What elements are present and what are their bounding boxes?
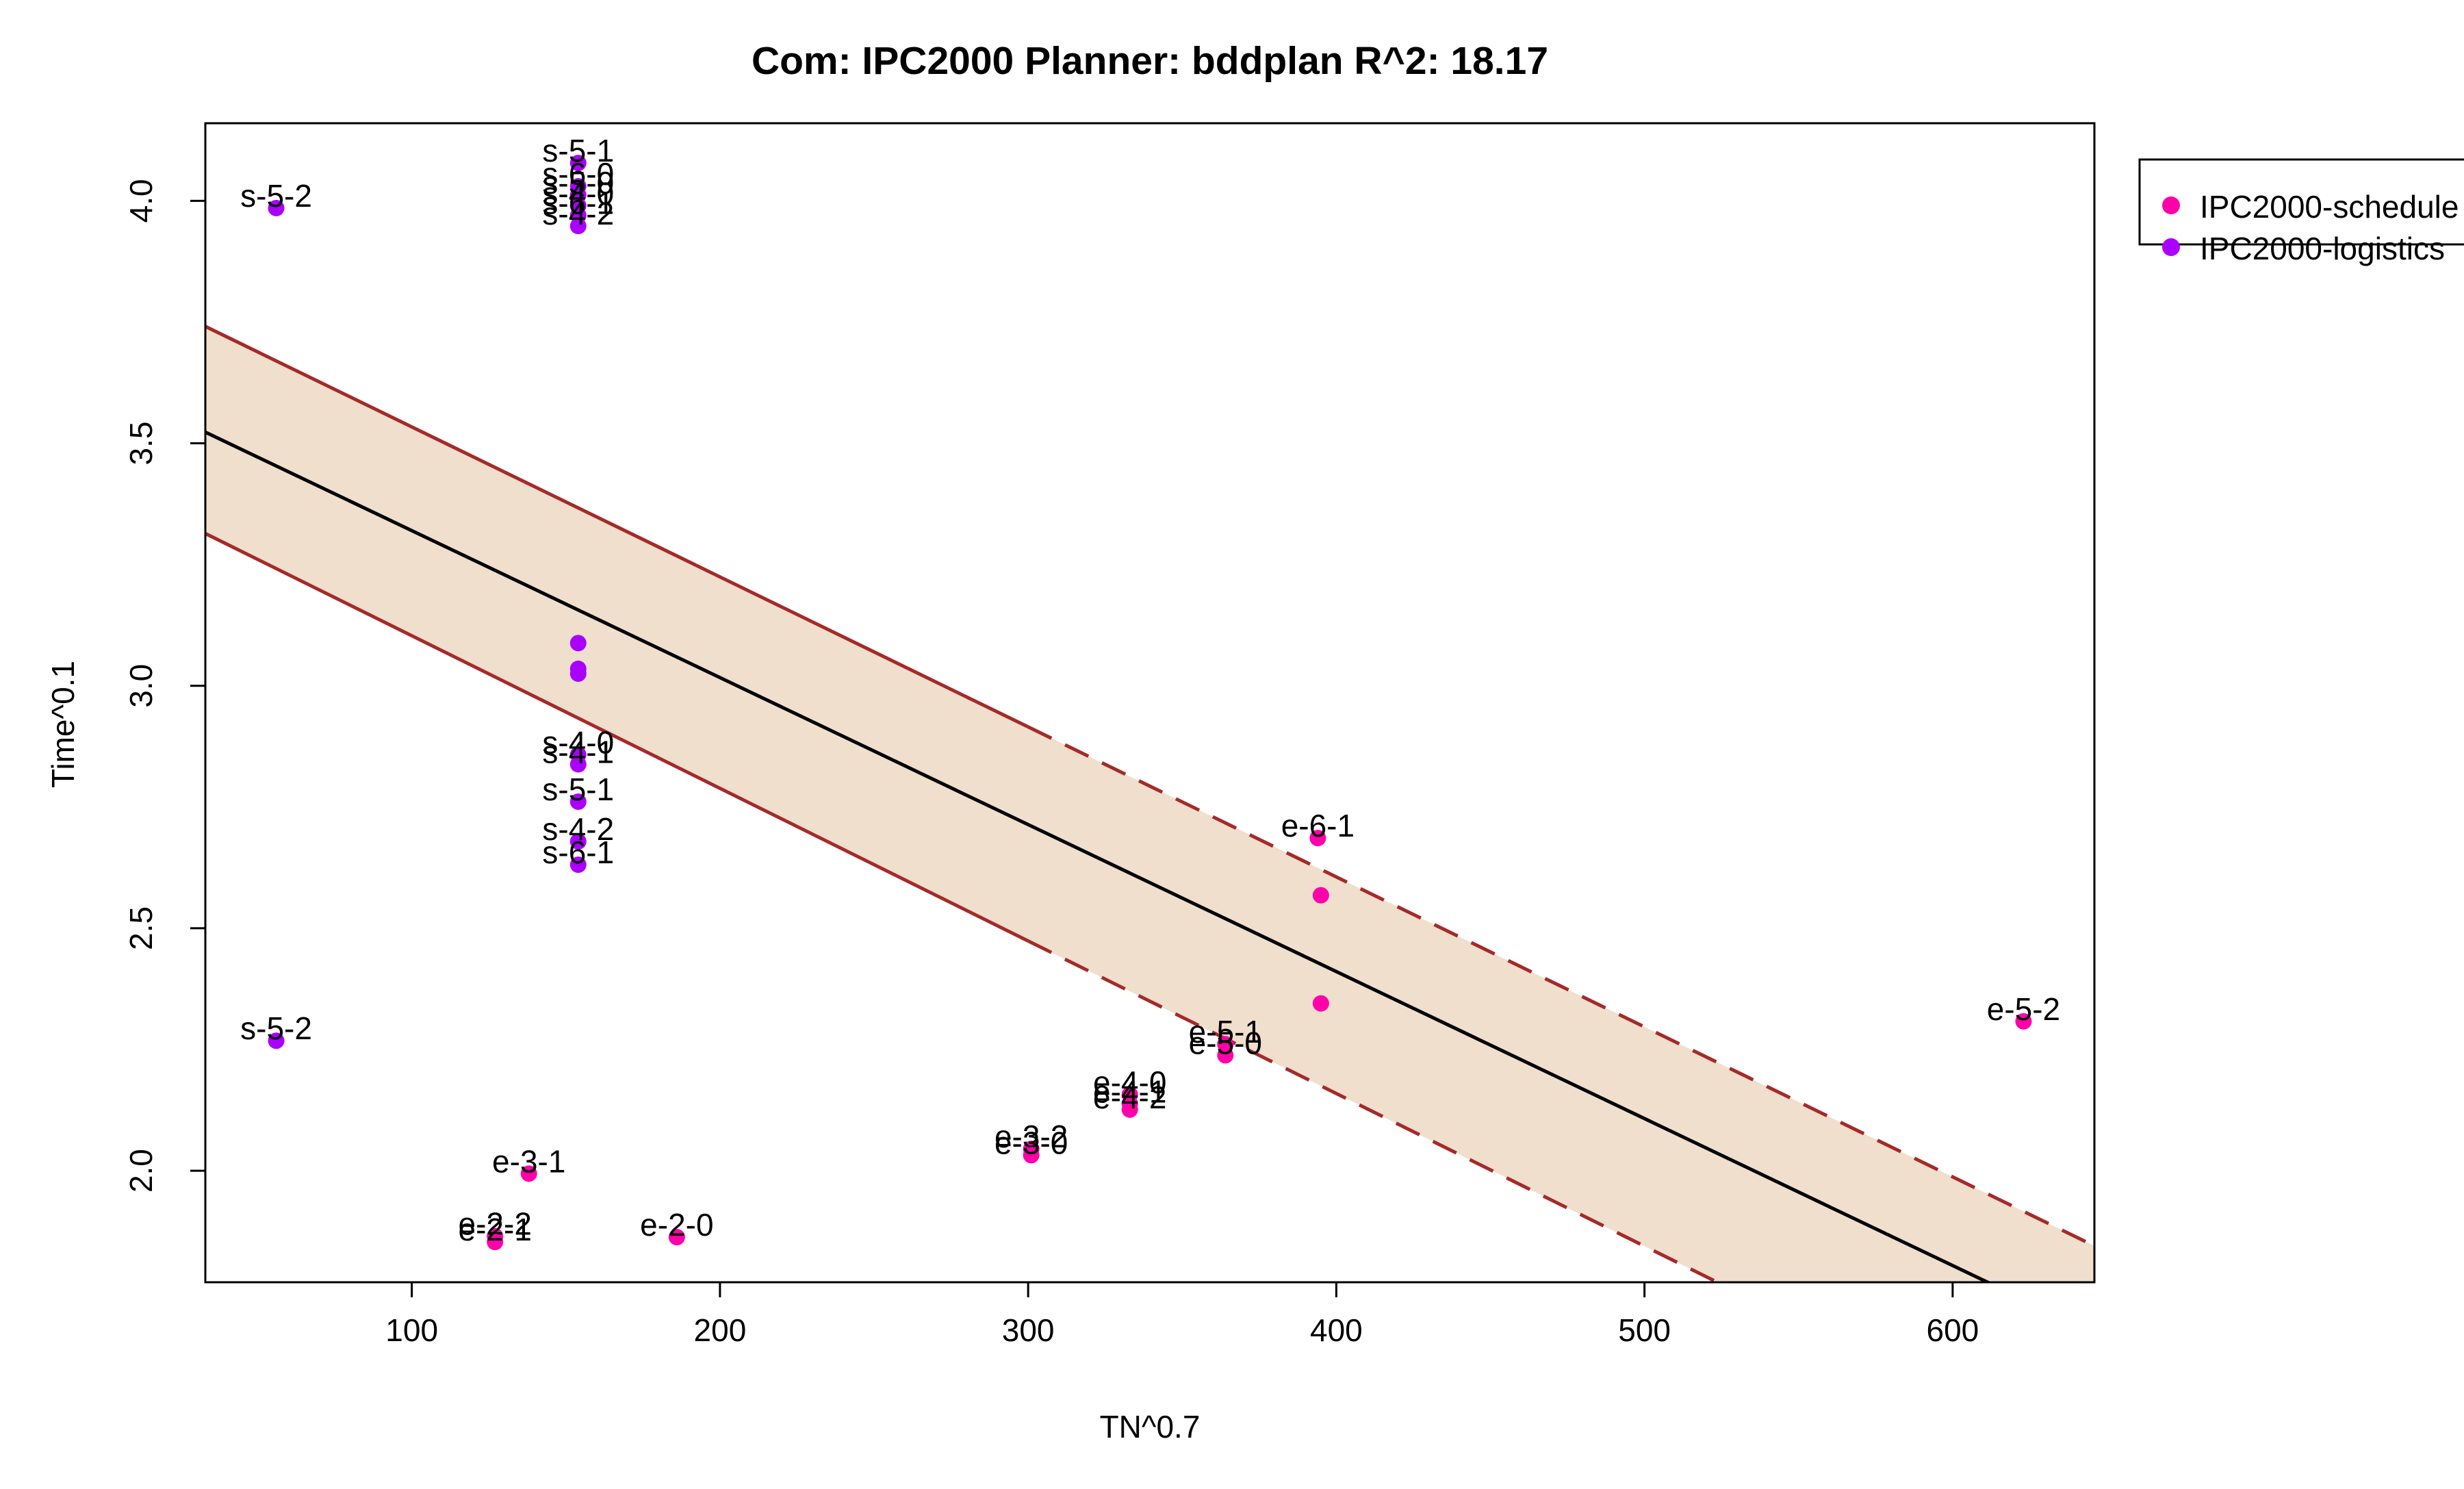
data-point — [1023, 1147, 1040, 1164]
point-label: e-4-0 — [1093, 1065, 1166, 1100]
y-tick-label: 2.5 — [123, 906, 159, 950]
regression-line — [205, 430, 1992, 1282]
legend-marker-logistics — [2162, 238, 2180, 256]
data-point — [668, 1229, 685, 1246]
point-label: s-4-1 — [542, 734, 614, 769]
data-point — [569, 833, 587, 850]
x-tick-label: 400 — [1310, 1312, 1363, 1348]
series-0: e-6-1e-5-2e-5-1e-5-0e-4-0e-4-1e-4-2e-3-2… — [459, 808, 2060, 1251]
x-tick-label: 600 — [1927, 1312, 1979, 1348]
y-tick-label: 4.0 — [123, 179, 159, 222]
point-label: e-2-1 — [459, 1212, 532, 1247]
x-axis-label: TN^0.7 — [1100, 1409, 1201, 1445]
data-point — [520, 1165, 537, 1182]
point-label: s-5-2 — [240, 1010, 312, 1046]
y-tick-label: 3.0 — [123, 664, 159, 708]
data-point — [569, 665, 587, 682]
x-tick-label: 100 — [385, 1312, 438, 1348]
x-tick-label: 500 — [1618, 1312, 1671, 1348]
data-point — [569, 756, 587, 773]
point-label: e-2-0 — [640, 1207, 713, 1243]
point-label: e-3-1 — [492, 1143, 565, 1179]
point-label: s-6-1 — [542, 186, 614, 221]
y-axis-label: Time^0.1 — [45, 661, 81, 788]
data-point — [569, 155, 587, 172]
point-label: s-5-2 — [240, 178, 312, 214]
point-label: s-4-2 — [542, 196, 614, 231]
data-point — [487, 1234, 504, 1251]
point-label: s-4-0 — [542, 175, 614, 211]
data-point — [1312, 995, 1329, 1012]
point-label: e-3-0 — [994, 1125, 1068, 1160]
data-point — [1121, 1101, 1138, 1118]
chart-title: Com: IPC2000 Planner: bddplan R^2: 18.17 — [752, 39, 1548, 83]
point-label: e-4-2 — [1093, 1080, 1166, 1115]
data-point — [569, 793, 587, 811]
data-point — [569, 218, 587, 235]
data-point — [268, 1032, 285, 1049]
band-upper-dashed-line — [1027, 725, 2094, 1248]
data-point — [569, 635, 587, 652]
data-point — [1217, 1047, 1234, 1064]
legend-marker-schedule — [2162, 196, 2180, 214]
confidence-band — [205, 326, 2094, 1282]
point-label: e-5-2 — [1987, 991, 2060, 1027]
point-label: s-4-2 — [542, 811, 614, 847]
data-point — [1312, 887, 1329, 904]
x-tick-label: 300 — [1002, 1312, 1055, 1348]
point-label: s-5-1 — [542, 772, 614, 807]
x-tick-label: 200 — [694, 1312, 747, 1348]
legend-label-logistics: IPC2000-logistics — [2200, 231, 2445, 266]
band-upper-solid-line — [205, 324, 1029, 729]
point-label: e-6-1 — [1281, 808, 1355, 843]
series-1: s-5-1s-6-0s-5-0s-4-0s-6-1s-4-2s-5-2s-4-0… — [240, 133, 614, 1049]
point-label: s-6-0 — [542, 156, 614, 192]
data-point — [569, 856, 587, 874]
point-label: e-5-1 — [1189, 1014, 1262, 1049]
point-label: s-5-0 — [542, 165, 614, 201]
y-axis: 2.0 2.5 3.0 3.5 4.0 — [123, 179, 207, 1193]
legend-label-schedule: IPC2000-schedule — [2200, 189, 2459, 225]
point-label: s-5-1 — [542, 133, 614, 168]
band-lower-solid-line — [205, 532, 1029, 943]
legend: IPC2000-schedule IPC2000-logistics — [2138, 158, 2464, 266]
point-label: s-6-1 — [542, 835, 614, 870]
point-label: s-4-0 — [542, 724, 614, 760]
y-tick-label: 3.5 — [123, 422, 159, 466]
data-point — [2015, 1013, 2032, 1030]
data-point — [1309, 830, 1326, 847]
point-label: e-5-0 — [1189, 1025, 1262, 1060]
data-point — [268, 199, 285, 216]
band-lower-dashed-line — [1027, 939, 1721, 1282]
x-axis: 100 200 300 400 500 600 — [385, 1281, 1979, 1348]
legend-box — [2138, 158, 2464, 246]
y-tick-label: 2.0 — [123, 1149, 159, 1193]
